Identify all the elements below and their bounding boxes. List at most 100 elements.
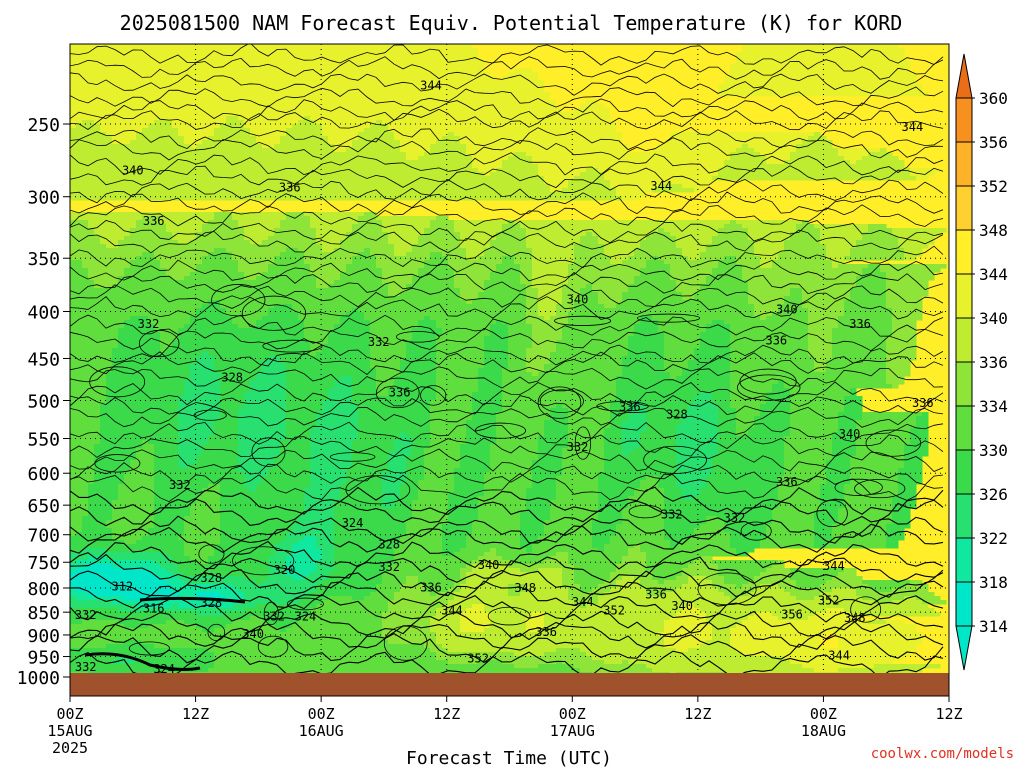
x-tick-label: 12Z (935, 705, 962, 723)
colorbar-label: 330 (979, 441, 1008, 460)
x-date-label: 15AUG (47, 722, 92, 740)
contour-label: 336 (279, 180, 301, 194)
contour-label: 336 (912, 396, 934, 410)
colorbar-segment (956, 186, 972, 231)
colorbar-segment (956, 362, 972, 407)
colorbar-bottom-arrow (955, 625, 973, 671)
contour-label: 324 (295, 609, 317, 623)
x-tick-label: 12Z (182, 705, 209, 723)
ground-surface (70, 673, 949, 696)
contour-label: 336 (389, 385, 411, 399)
contour-label: 344 (902, 120, 924, 134)
contour-label: 348 (514, 581, 536, 595)
x-tick-label: 00Z (810, 705, 837, 723)
contour-label: 344 (572, 595, 594, 609)
colorbar-label: 348 (979, 221, 1008, 240)
colorbar-label: 326 (979, 485, 1008, 504)
contour-label: 332 (368, 335, 390, 349)
contour-label: 340 (122, 164, 144, 178)
y-axis: 2503003504004505005506006507007508008509… (17, 115, 70, 689)
y-tick-label: 650 (27, 496, 60, 517)
x-date-label: 18AUG (801, 722, 846, 740)
y-tick-label: 400 (27, 302, 60, 323)
contour-label: 348 (844, 611, 866, 625)
colorbar-label: 360 (979, 89, 1008, 108)
contour-label: 340 (839, 427, 861, 441)
contour-label: 336 (645, 587, 667, 601)
contour-label: 312 (111, 579, 133, 593)
y-tick-label: 950 (27, 648, 60, 669)
contour-label: 336 (420, 580, 442, 594)
contour-label: 340 (671, 599, 693, 613)
y-tick-label: 800 (27, 579, 60, 600)
x-axis-title: Forecast Time (UTC) (406, 748, 612, 768)
x-year-label: 2025 (52, 739, 88, 757)
contour-label: 352 (603, 603, 625, 617)
credit-text: coolwx.com/models (871, 746, 1014, 762)
colorbar-label: 336 (979, 353, 1008, 372)
y-tick-label: 900 (27, 626, 60, 647)
contour-label: 320 (274, 563, 296, 577)
contour-label: 356 (781, 608, 803, 622)
contour-label: 332 (75, 608, 97, 622)
y-tick-label: 500 (27, 392, 60, 413)
colorbar-segment (956, 494, 972, 539)
colorbar-label: 340 (979, 309, 1008, 328)
x-tick-label: 12Z (433, 705, 460, 723)
y-tick-label: 250 (27, 115, 60, 136)
colorbar-segment (956, 142, 972, 187)
colorbar-label: 314 (979, 617, 1008, 636)
contour-label: 316 (143, 601, 165, 615)
colorbar-segment (956, 318, 972, 363)
colorbar-label: 356 (979, 133, 1008, 152)
contour-label: 340 (478, 558, 500, 572)
contour-label: 336 (619, 400, 641, 414)
contour-label: 344 (441, 603, 463, 617)
colorbar-segment (956, 406, 972, 451)
contour-label: 344 (828, 649, 850, 663)
contour-label: 336 (765, 333, 787, 347)
x-date-label: 16AUG (299, 722, 344, 740)
y-tick-label: 350 (27, 249, 60, 270)
contour-label: 344 (650, 179, 672, 193)
contour-label: 332 (378, 560, 400, 574)
x-tick-label: 12Z (684, 705, 711, 723)
contour-label: 324 (342, 516, 364, 530)
contour-label: 332 (75, 660, 97, 674)
colorbar-segment (956, 582, 972, 627)
contour-label: 332 (567, 440, 589, 454)
colorbar-segment (956, 274, 972, 319)
contour-label: 328 (200, 596, 222, 610)
colorbar-segment (956, 538, 972, 583)
contour-label: 344 (420, 79, 442, 93)
contour-label: 336 (143, 214, 165, 228)
y-tick-label: 550 (27, 430, 60, 451)
plot-frame (69, 43, 950, 697)
contour-label: 332 (661, 507, 683, 521)
colorbar-segment (956, 450, 972, 495)
plot-area: 344 344 340 344 336 336 340 340 332 336 336 332 328 3… (70, 44, 949, 696)
colorbar: 314 318 322 326 330 334 336 340 344 348 352 356 360 (955, 53, 1008, 671)
contour-label: 332 (138, 317, 160, 331)
contour-label: 328 (200, 571, 222, 585)
contour-label: 324 (153, 662, 175, 676)
colorbar-segment (956, 98, 972, 143)
y-tick-label: 450 (27, 349, 60, 370)
contour-label: 332 (724, 511, 746, 525)
colorbar-label: 322 (979, 529, 1008, 548)
colorbar-label: 334 (979, 397, 1008, 416)
contour-label: 336 (849, 317, 871, 331)
contour-label: 336 (776, 475, 798, 489)
contour-label: 328 (221, 371, 243, 385)
x-date-label: 17AUG (550, 722, 595, 740)
contour-label: 332 (169, 478, 191, 492)
contour-label: 328 (666, 408, 688, 422)
contour-label: 340 (567, 292, 589, 306)
colorbar-top-arrow (955, 53, 973, 99)
contour-label: 352 (818, 594, 840, 608)
colorbar-label: 318 (979, 573, 1008, 592)
y-tick-label: 1000 (17, 668, 60, 689)
y-tick-label: 600 (27, 464, 60, 485)
